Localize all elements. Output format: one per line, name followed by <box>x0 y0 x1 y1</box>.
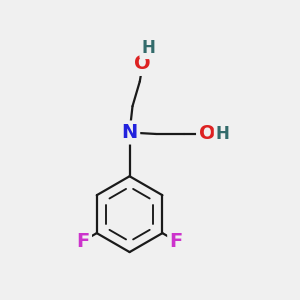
Text: H: H <box>216 125 230 143</box>
Text: F: F <box>170 232 183 250</box>
Text: F: F <box>76 232 89 250</box>
Text: O: O <box>199 124 215 143</box>
Text: O: O <box>134 55 151 74</box>
Text: H: H <box>142 39 155 57</box>
Text: N: N <box>122 123 138 142</box>
